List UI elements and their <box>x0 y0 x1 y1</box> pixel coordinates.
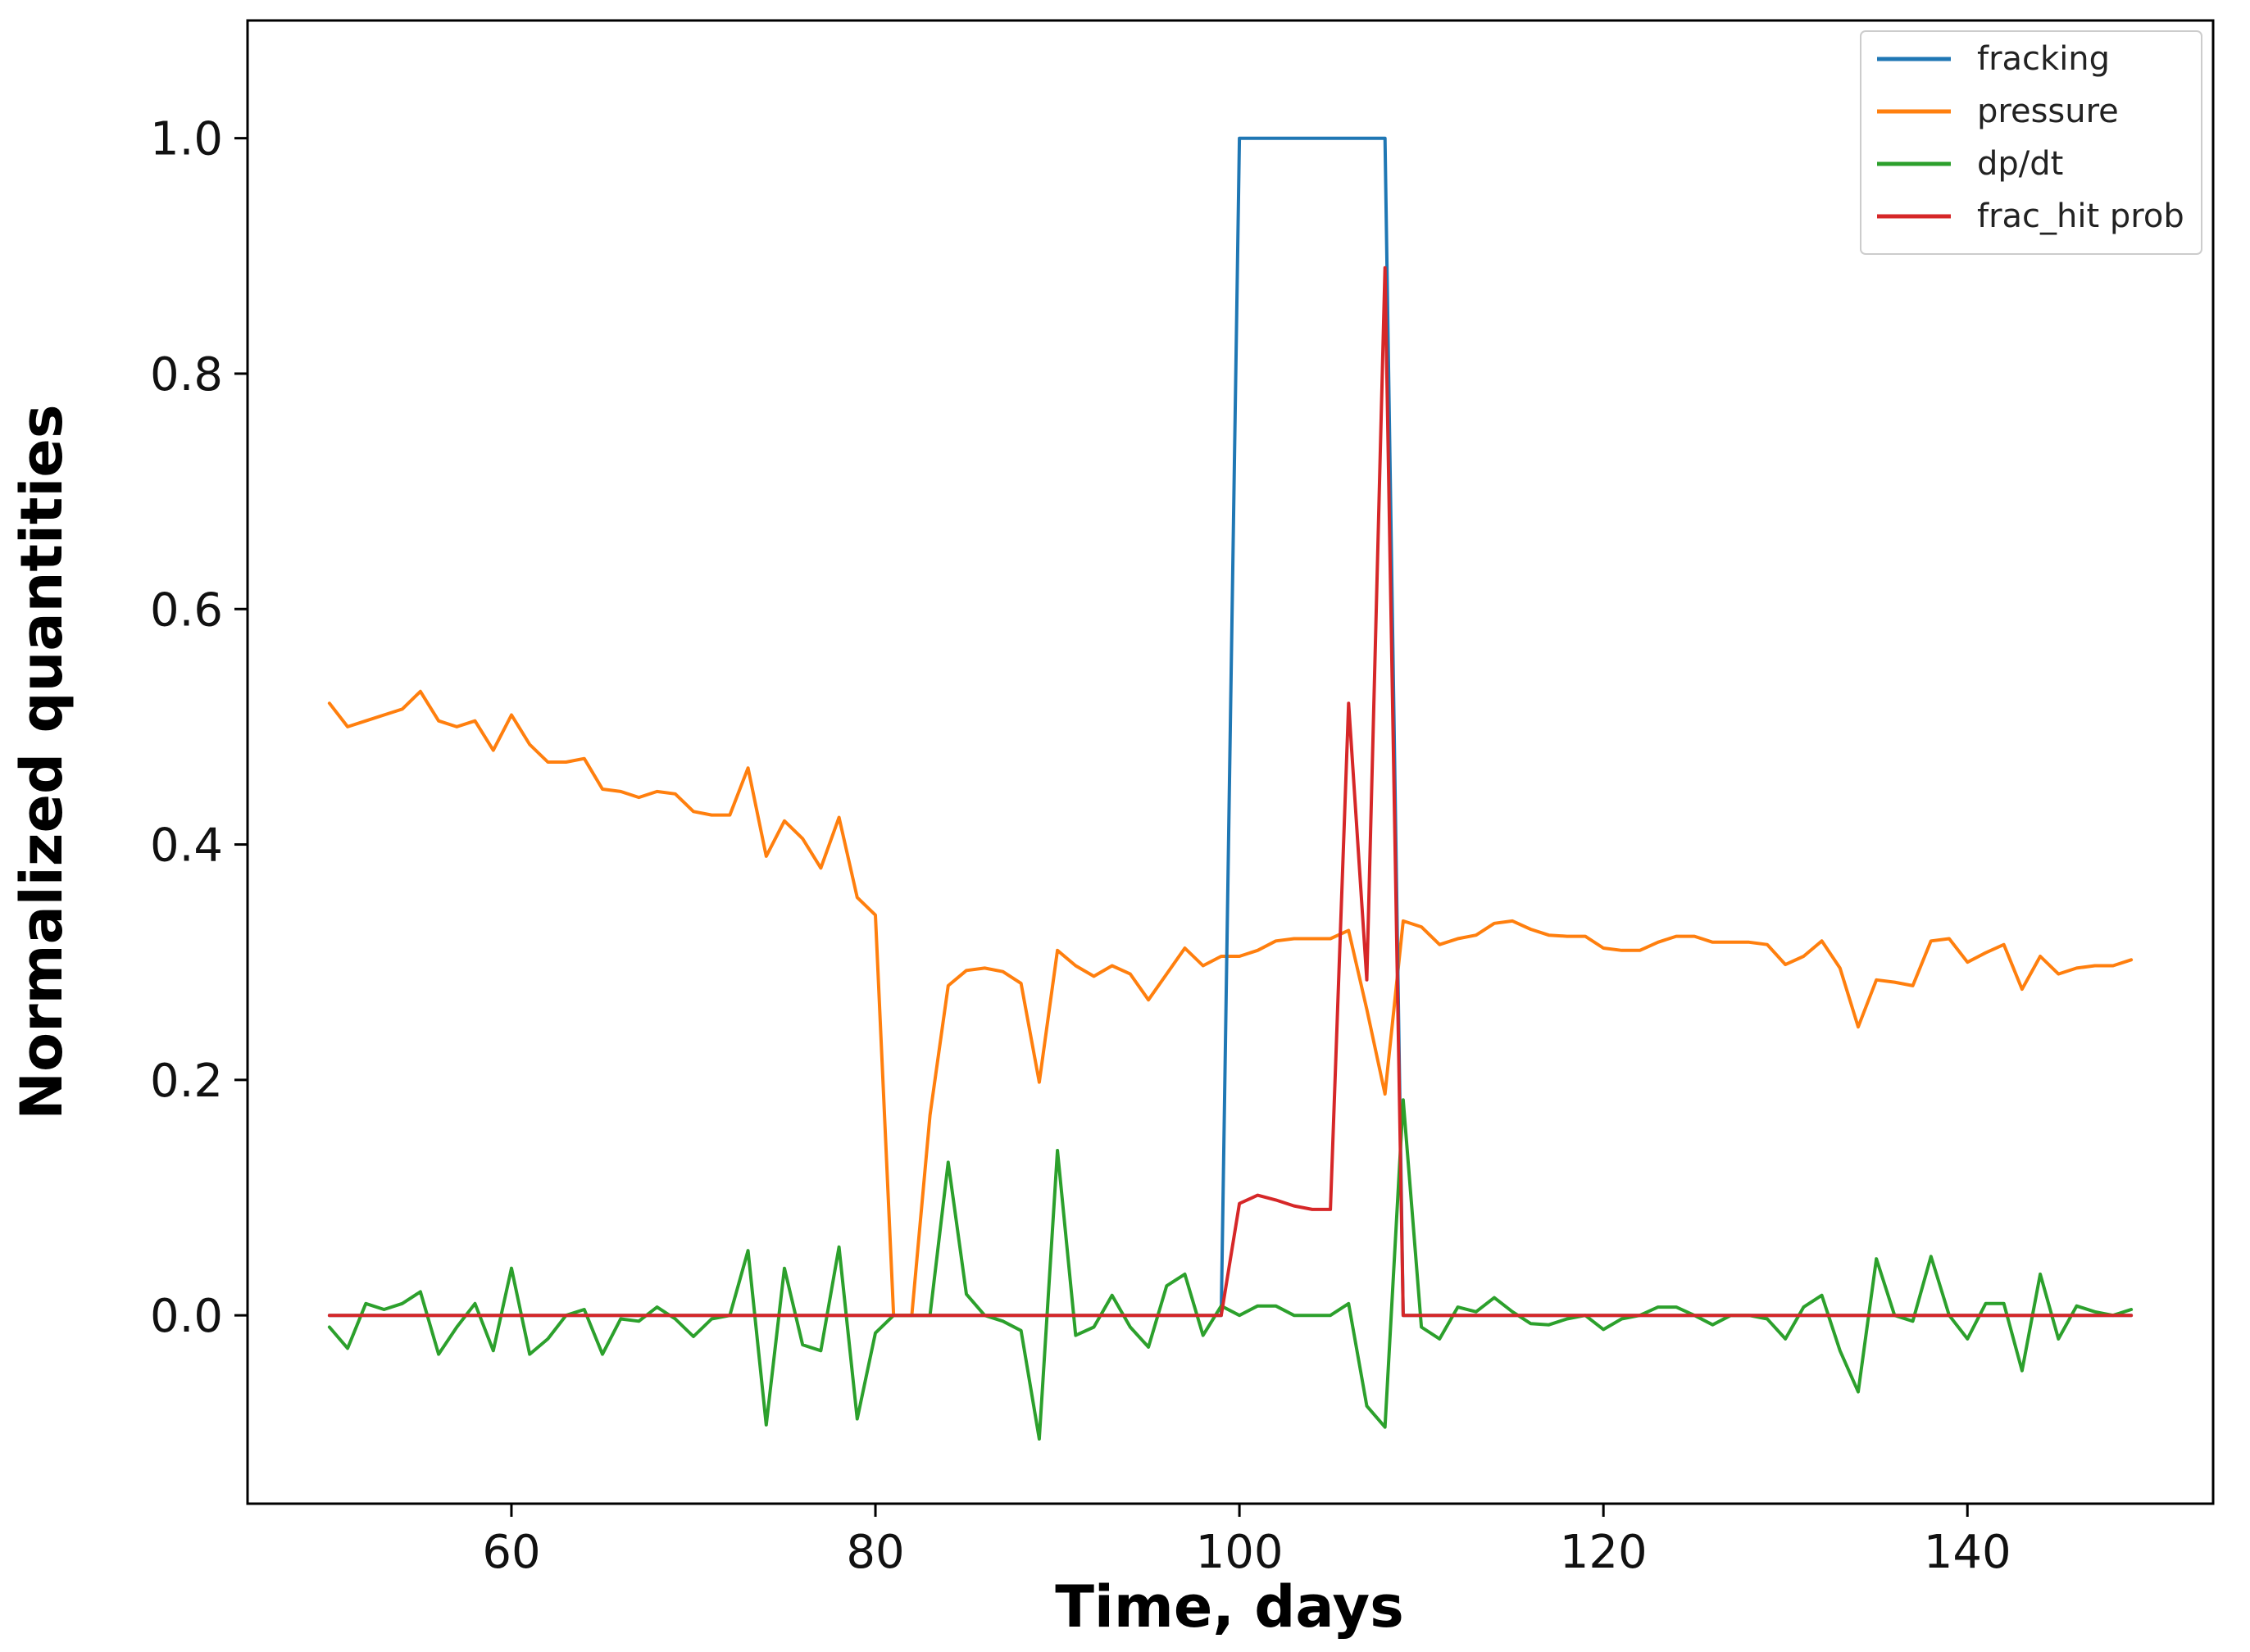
y-tick-label: 1.0 <box>150 113 223 166</box>
x-tick-label: 80 <box>846 1526 904 1579</box>
legend-box <box>1860 30 2202 255</box>
series-line-dp-dt <box>327 1098 2134 1441</box>
x-axis-title: Time, days <box>1055 1573 1404 1641</box>
series-line-pressure <box>327 689 2134 1318</box>
y-axis: 0.0 0.2 0.4 0.6 0.8 1.0 <box>150 113 248 1343</box>
x-tick-label: 60 <box>482 1526 540 1579</box>
y-tick-label: 0.0 <box>150 1290 223 1343</box>
y-tick-label: 0.6 <box>150 583 223 637</box>
legend-label-dp-dt: dp/dt <box>1977 145 2063 183</box>
x-tick-label: 120 <box>1560 1526 1648 1579</box>
series-layer <box>327 136 2134 1441</box>
y-axis-title: Normalized quantities <box>8 404 75 1119</box>
series-line-frac-hit-prob <box>327 266 2134 1318</box>
legend: fracking pressure dp/dt frac_hit prob <box>1860 30 2202 255</box>
legend-label-frac-hit-prob: frac_hit prob <box>1977 197 2184 235</box>
y-tick-label: 0.4 <box>150 819 223 873</box>
legend-label-pressure: pressure <box>1977 93 2119 130</box>
legend-label-fracking: fracking <box>1977 40 2110 78</box>
x-tick-label: 140 <box>1924 1526 2011 1579</box>
y-tick-label: 0.8 <box>150 348 223 402</box>
x-axis: 60 80 100 120 140 <box>482 1504 2011 1579</box>
y-tick-label: 0.2 <box>150 1055 223 1108</box>
x-tick-label: 100 <box>1196 1526 1284 1579</box>
